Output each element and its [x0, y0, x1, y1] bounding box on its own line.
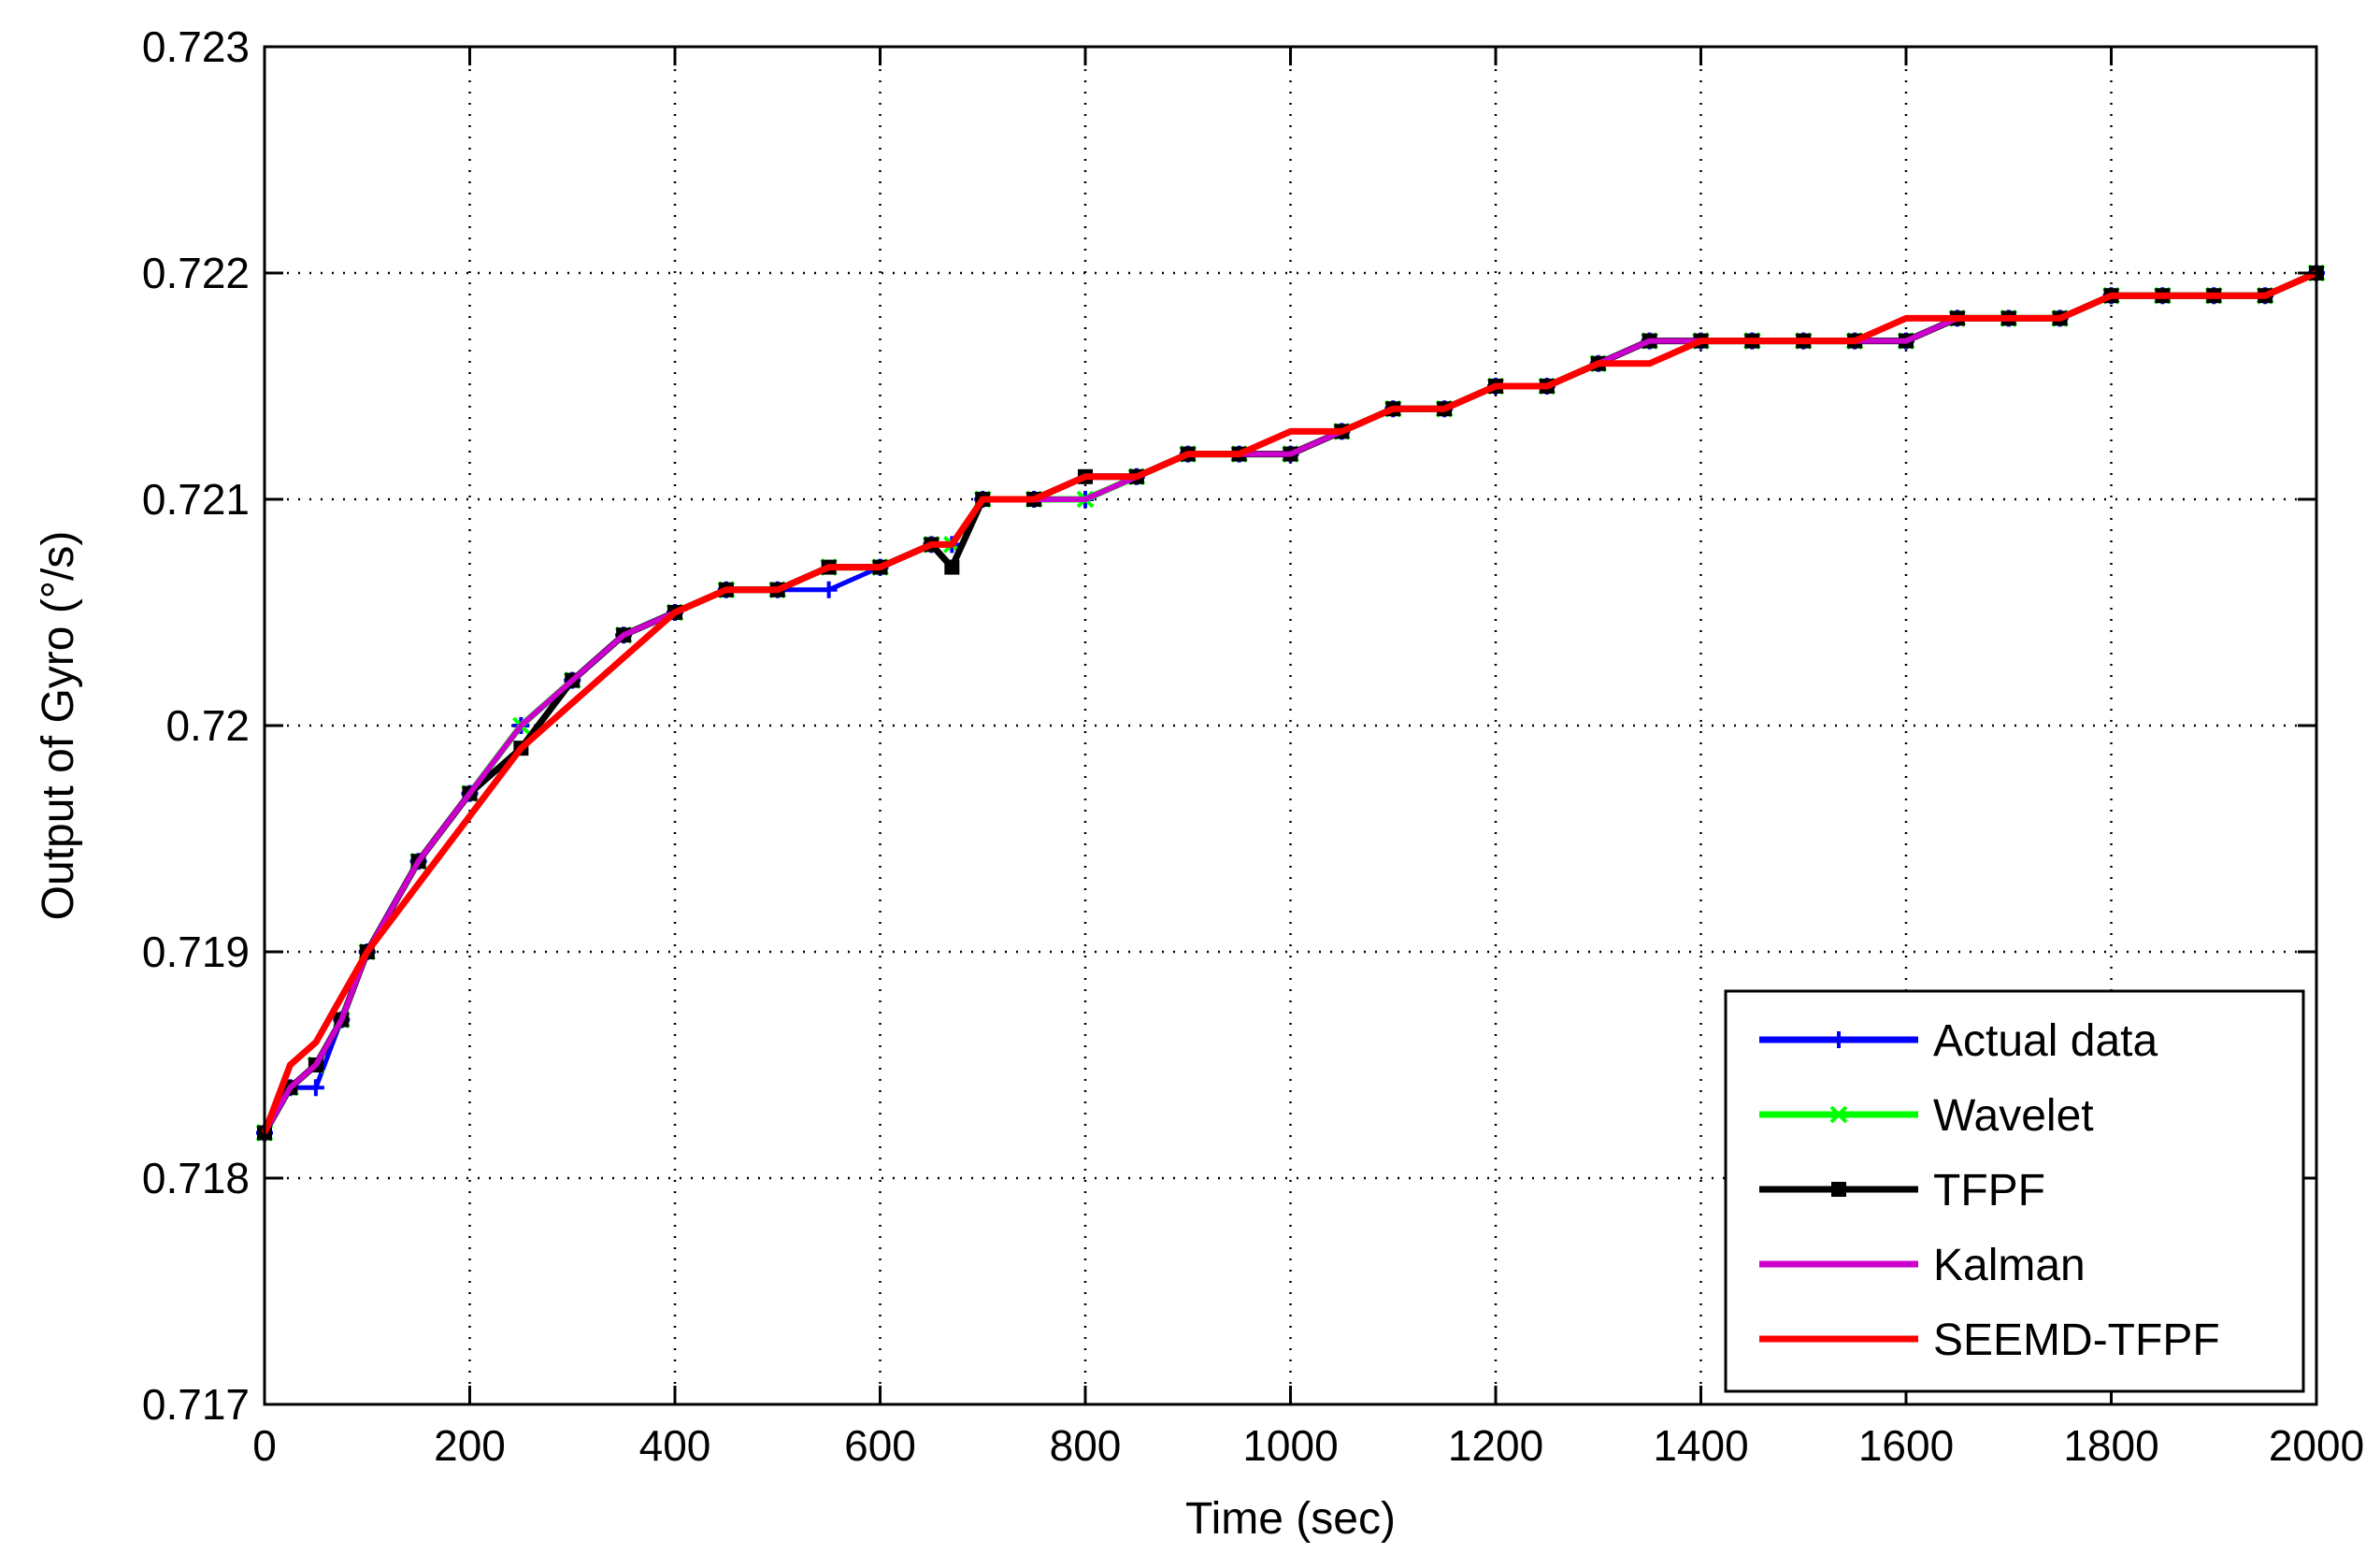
x-tick-label: 800 [1050, 1421, 1122, 1470]
x-tick-label: 2000 [2269, 1421, 2364, 1470]
x-axis-label: Time (sec) [1185, 1494, 1396, 1544]
legend-label-kalman: Kalman [1933, 1241, 2086, 1290]
legend-marker-tfpf [1831, 1182, 1846, 1197]
series-line-seemd-tfpf [261, 269, 2318, 1134]
x-tick-label: 400 [639, 1421, 711, 1470]
series-seemd-tfpf [261, 269, 2318, 1134]
legend-label-actual-data: Actual data [1933, 1016, 2158, 1066]
y-tick-label: 0.717 [142, 1380, 250, 1429]
series-layer [255, 264, 2326, 1143]
grid [265, 47, 2316, 1404]
ticks: 0 200 400 600 800 1000 1200 1400 1600 1800 2000 0.7… [142, 22, 2364, 1470]
x-tick-label: 600 [844, 1421, 916, 1470]
y-tick-label: 0.719 [142, 928, 250, 976]
legend: Actual data Wavelet TFPF Kalman SEEMD-TFPF [1724, 989, 2305, 1393]
legend-marker-wavelet [1829, 1105, 1848, 1124]
x-tick-label: 1800 [2063, 1421, 2158, 1470]
data-point-actual-data [307, 1079, 324, 1097]
legend-label-tfpf: TFPF [1933, 1166, 2045, 1216]
y-tick-label: 0.72 [165, 701, 250, 750]
y-tick-label: 0.723 [142, 22, 250, 71]
y-tick-label: 0.718 [142, 1154, 250, 1202]
x-tick-label: 1400 [1653, 1421, 1748, 1470]
x-tick-label: 0 [252, 1421, 277, 1470]
x-tick-label: 1000 [1242, 1421, 1338, 1470]
data-point-tfpf [944, 559, 960, 575]
legend-marker-actual-data [1830, 1031, 1847, 1048]
x-tick-label: 200 [434, 1421, 506, 1470]
y-tick-label: 0.721 [142, 475, 250, 524]
legend-label-wavelet: Wavelet [1933, 1091, 2094, 1141]
y-tick-label: 0.722 [142, 249, 250, 297]
data-point-actual-data [820, 581, 838, 598]
y-axis-label: Output of Gyro (°/s) [34, 531, 83, 921]
legend-label-seemd-tfpf: SEEMD-TFPF [1933, 1316, 2220, 1365]
x-tick-label: 1200 [1448, 1421, 1543, 1470]
x-tick-label: 1600 [1858, 1421, 1954, 1470]
